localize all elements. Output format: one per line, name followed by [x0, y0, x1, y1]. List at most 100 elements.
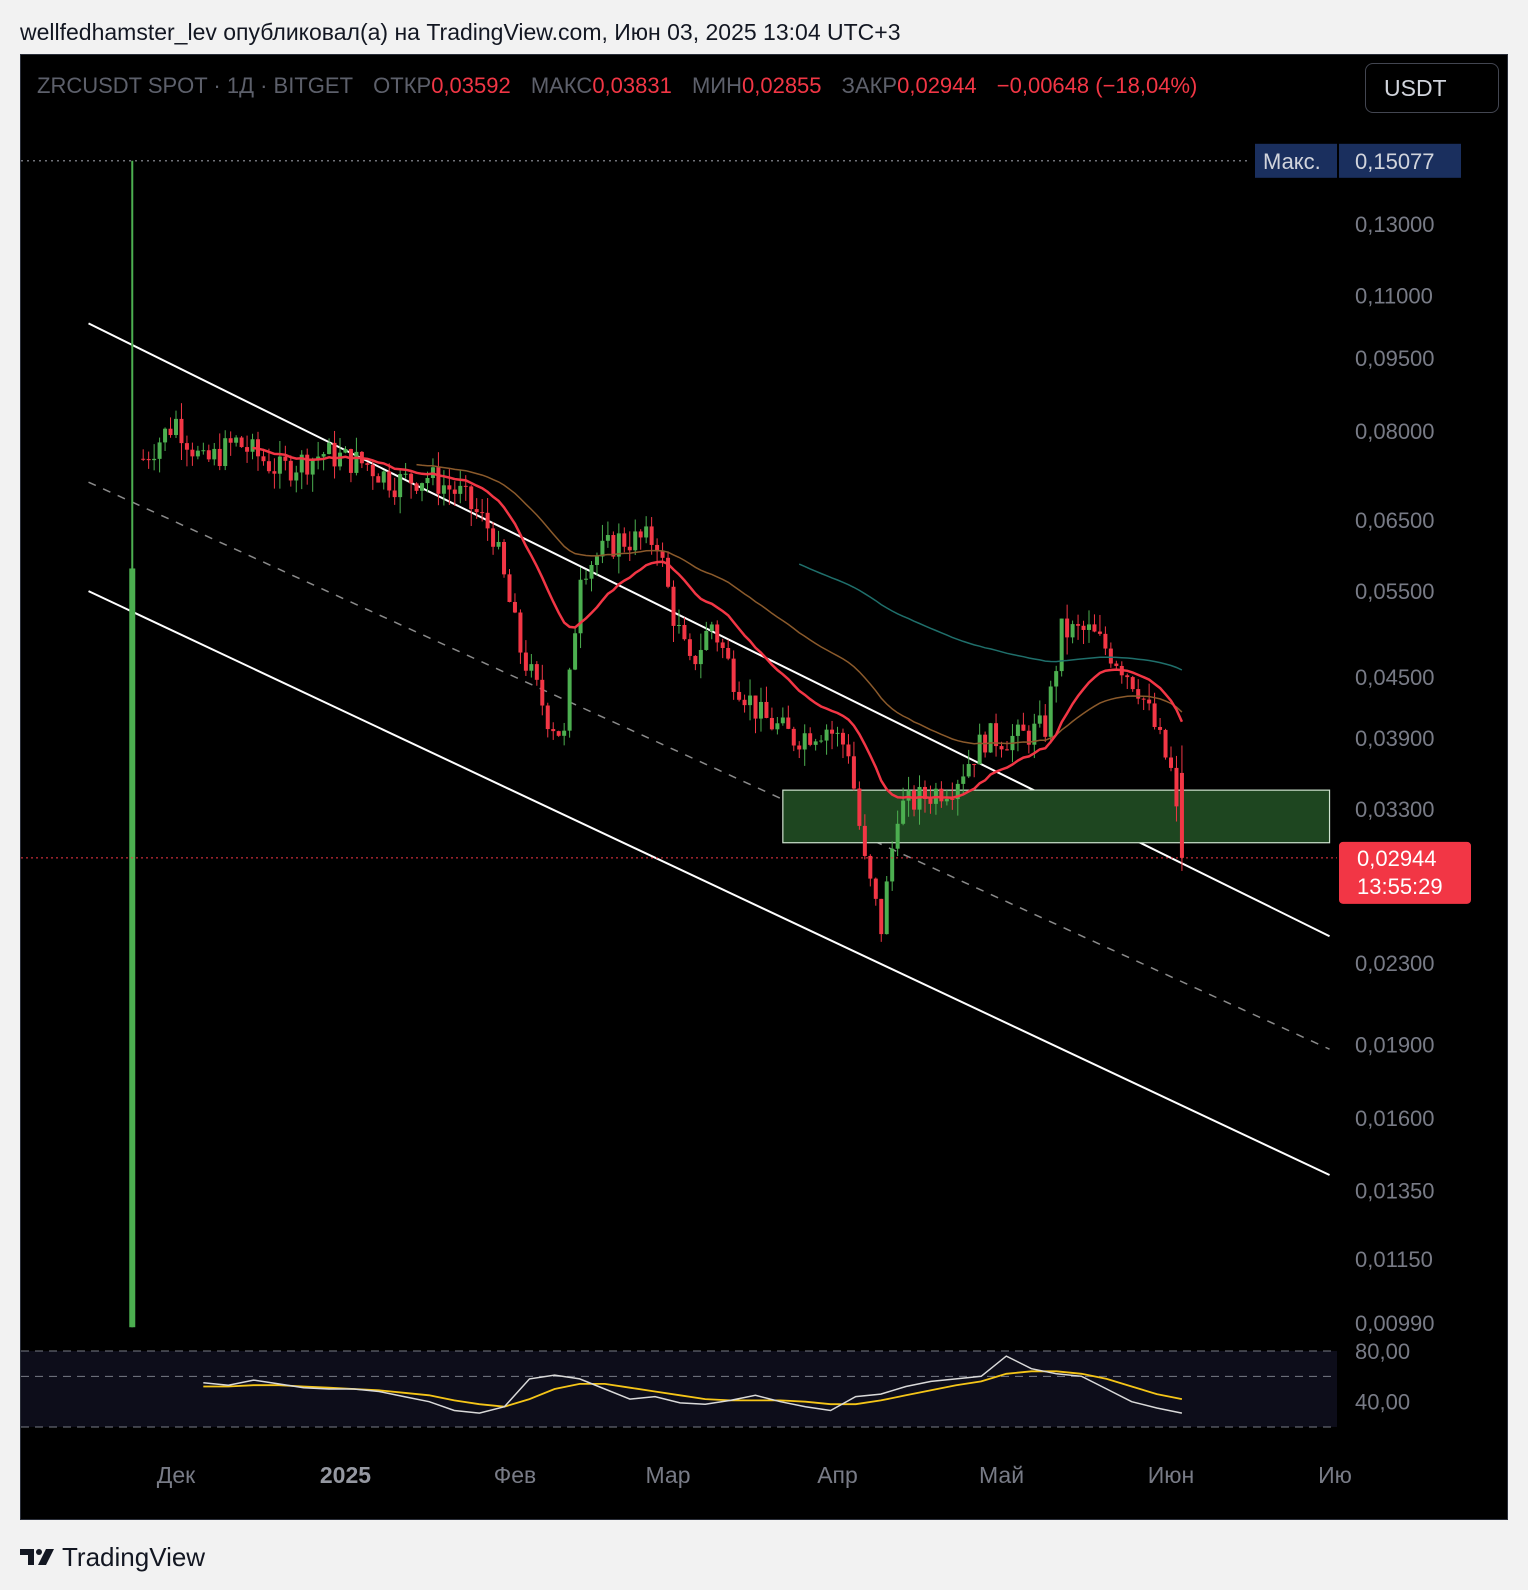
symbol-name[interactable]: ZRCUSDT SPOT · 1Д · BITGET [37, 73, 354, 98]
candle-body [567, 669, 572, 731]
channel-lower-line [88, 590, 1330, 1176]
candle-body [786, 717, 791, 729]
candle-body [1043, 715, 1048, 737]
candle-body [485, 512, 490, 529]
price-tick-label: 0,11000 [1355, 283, 1433, 308]
price-tick-label: 0,01900 [1355, 1033, 1435, 1058]
candle-body [179, 418, 184, 444]
candle-body [294, 472, 299, 481]
candle-body [895, 823, 900, 849]
close-value: 0,02944 [897, 73, 977, 98]
price-chart[interactable]: 0,13000 0,11000 0,09500 0,08000 0,06500 0,055… [21, 55, 1507, 1519]
candle-body [469, 486, 474, 510]
candle-body [769, 717, 774, 730]
candle-body [1163, 729, 1168, 758]
candle-body [562, 730, 567, 736]
candle-body [381, 471, 386, 483]
candle-body [884, 881, 889, 935]
last-price-badge [1339, 841, 1471, 904]
tradingview-brand[interactable]: TradingView [20, 1540, 205, 1574]
change-value: −0,00648 (−18,04%) [996, 73, 1198, 98]
time-axis-label: Мар [646, 1462, 691, 1488]
candle-body [212, 448, 217, 460]
candle-body [529, 664, 534, 671]
candle-body [1169, 757, 1173, 768]
candle-body [447, 485, 452, 490]
candle-body [671, 586, 676, 626]
candle-body [802, 733, 807, 750]
candle-body [573, 633, 578, 670]
candle-body [1059, 618, 1064, 672]
time-axis-label: Май [979, 1462, 1024, 1488]
candle-body [1097, 631, 1102, 634]
candle-body [622, 533, 627, 547]
candle-body [1037, 715, 1042, 724]
time-axis-label: Июн [1148, 1462, 1194, 1488]
candle-body [922, 786, 927, 799]
candle-body [310, 459, 315, 475]
candle-body [775, 723, 780, 730]
candle-body [1015, 724, 1020, 736]
candle-body [551, 729, 556, 732]
candle-body [502, 541, 507, 575]
candle-body [890, 848, 895, 882]
candle-body [1152, 703, 1157, 727]
candle-body [840, 732, 845, 745]
candle-body [944, 798, 949, 802]
candle-body [726, 647, 731, 659]
candle-body [600, 540, 605, 557]
symbol-legend: ZRCUSDT SPOT · 1Д · BITGET ОТКР0,03592 М… [37, 71, 1197, 101]
candle-body [217, 448, 222, 467]
open-label: ОТКР [373, 73, 432, 98]
brand-name: TradingView [62, 1541, 206, 1572]
candle-body [999, 746, 1004, 750]
candle-body [748, 695, 753, 706]
candle-body [1136, 689, 1141, 699]
candle-body [1158, 726, 1163, 730]
candle-body [354, 451, 359, 473]
candle-body [1108, 648, 1113, 664]
candle-body [731, 658, 736, 692]
candle-body [376, 476, 381, 483]
max-label: Макс. [1263, 149, 1321, 174]
candle-body [1076, 624, 1081, 626]
candle-body [463, 485, 468, 487]
candle-body [299, 454, 304, 473]
candle-body [693, 655, 698, 665]
candle-body [245, 447, 250, 452]
rsi-level-label: 40,00 [1355, 1390, 1410, 1415]
candle-body [666, 557, 671, 587]
candle-body [195, 450, 200, 457]
candle-body [163, 428, 168, 443]
price-tick-label: 0,01350 [1355, 1179, 1435, 1204]
candle-body [720, 642, 725, 648]
candle-body [616, 533, 621, 557]
price-tick-label: 0,09500 [1355, 346, 1435, 371]
candle-body [398, 474, 403, 498]
candle-body [977, 734, 982, 765]
candle-body [1081, 625, 1086, 630]
candle-body [474, 509, 479, 513]
channel-middle-line [88, 481, 1330, 1050]
ema-fast-line [252, 446, 1184, 800]
candle-body [627, 546, 632, 551]
currency-button[interactable]: USDT [1365, 63, 1499, 113]
candle-body [348, 449, 353, 473]
price-tick-label: 0,06500 [1355, 508, 1435, 533]
candle-body [655, 544, 660, 552]
candle-body [704, 630, 709, 650]
candle-body [835, 732, 840, 734]
candle-body [660, 551, 665, 558]
candle-body [753, 695, 758, 719]
candle-body [1125, 675, 1130, 678]
close-label: ЗАКР [841, 73, 898, 98]
candle-body [1179, 772, 1184, 858]
time-axis-label: 2025 [320, 1462, 371, 1488]
low-label: МИН [691, 73, 742, 98]
candle-body [414, 483, 419, 491]
chart-panel[interactable]: 0,13000 0,11000 0,09500 0,08000 0,06500 0,055… [20, 54, 1508, 1520]
candle-body [223, 438, 228, 467]
candle-body [638, 531, 643, 538]
candle-body [851, 756, 856, 789]
price-tick-label: 0,00990 [1355, 1311, 1435, 1336]
